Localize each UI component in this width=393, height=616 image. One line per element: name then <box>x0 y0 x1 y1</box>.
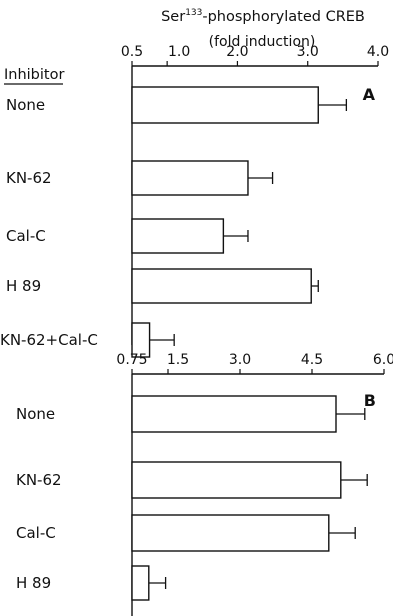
bar <box>131 514 330 552</box>
x-tick-label: 1.0 <box>168 44 190 60</box>
bar <box>131 565 150 601</box>
x-tick-label: 3.0 <box>297 44 319 60</box>
x-tick-label: 6.0 <box>373 352 393 368</box>
category-label: KN-62 <box>16 471 62 489</box>
bar <box>131 160 249 196</box>
x-tick-label: 2.0 <box>226 44 248 60</box>
category-label: KN-62+Cal-C <box>0 331 98 349</box>
bar <box>131 218 225 254</box>
row-header-inhibitor: Inhibitor <box>4 67 64 83</box>
category-label: Cal-C <box>16 524 56 542</box>
category-label: None <box>16 405 55 423</box>
x-tick-label: 0.5 <box>121 44 143 60</box>
bar <box>131 395 337 433</box>
chart-title: Ser133-phosphorylated CREB <box>161 8 365 25</box>
bar <box>131 86 319 124</box>
bar <box>131 461 342 499</box>
x-tick-label: 1.5 <box>167 352 189 368</box>
category-label: KN-62 <box>6 169 52 187</box>
category-label: H 89 <box>16 574 51 592</box>
x-tick-label: 4.0 <box>367 44 389 60</box>
x-tick-label: 4.5 <box>301 352 323 368</box>
x-tick-label: 0.75 <box>116 352 147 368</box>
category-label: None <box>6 96 45 114</box>
bar <box>131 268 312 304</box>
category-label: Cal-C <box>6 227 46 245</box>
x-tick-label: 3.0 <box>229 352 251 368</box>
category-label: H 89 <box>6 277 41 295</box>
panel-label: A <box>363 85 376 104</box>
chart-subtitle: (fold induction) <box>209 34 316 50</box>
panel-label: B <box>364 391 376 410</box>
